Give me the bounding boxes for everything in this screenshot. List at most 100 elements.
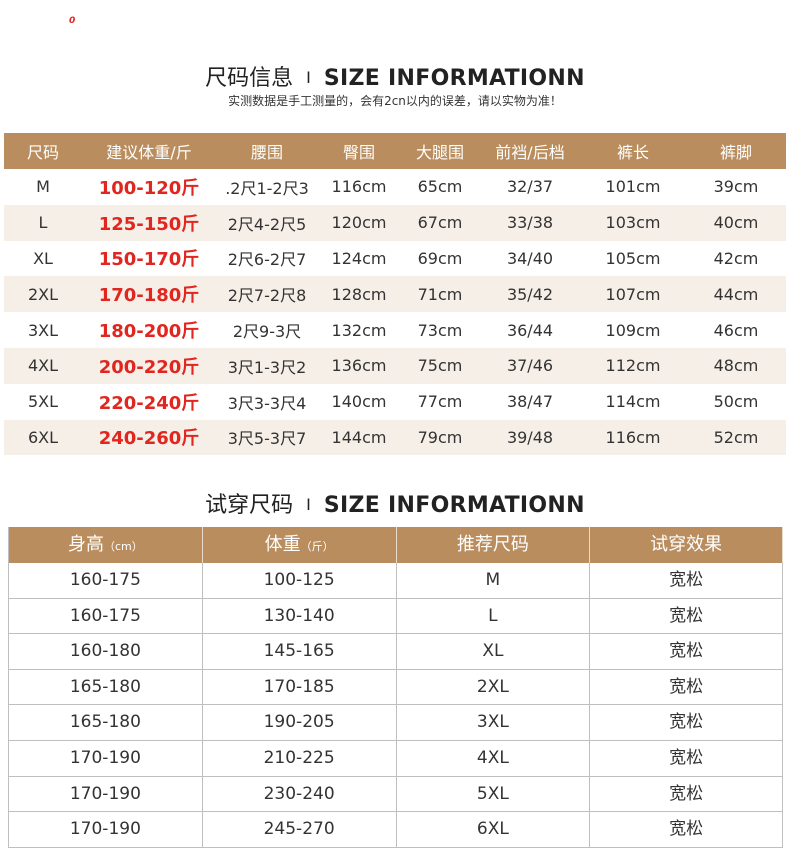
try-on-title: 试穿尺码 I SIZE INFORMATIONN [0,487,790,519]
size-info-title: 尺码信息 I SIZE INFORMATIONN [0,60,790,92]
size-chart-row: 6XL 240-260斤 3尺5-3尺7 144cm 79cm 39/48 116cm 52c… [4,419,786,456]
cell-rise: 38/47 [506,392,554,412]
cell-length: 105cm [605,248,661,268]
cell-fit-effect: 宽松 [590,812,783,847]
cell-fit-effect: 宽松 [590,563,783,598]
cell-thigh: 71cm [417,284,463,304]
cell-thigh: 79cm [417,427,463,447]
cell-leg-opening: 39cm [713,177,759,197]
size-chart-row: 5XL 220-240斤 3尺3-3尺4 140cm 77cm 38/47 114cm 50c… [4,384,786,420]
cell-height: 160-175 [9,598,203,634]
cell-leg-opening: 40cm [713,213,759,233]
cell-waist: 3尺3-3尺4 [227,393,307,413]
cell-size: 5XL [27,392,59,412]
try-on-row: 165-180 190-205 3XL 宽松 [9,705,783,741]
try-on-title-separator: I [306,495,311,514]
cell-height: 160-175 [9,563,203,598]
cell-rise: 36/44 [506,320,554,340]
cell-body-weight: 190-205 [203,705,397,740]
cell-fit-effect: 宽松 [590,740,783,776]
try-on-title-en: SIZE INFORMATIONN [323,493,585,518]
cell-size: 4XL [27,356,59,376]
cell-leg-opening: 44cm [713,284,759,304]
cell-fit-effect: 宽松 [590,598,783,634]
cell-height: 170-190 [9,776,203,812]
cell-length: 107cm [605,284,661,304]
cell-waist: .2尺1-2尺3 [225,178,309,198]
cell-rise: 34/40 [506,248,554,268]
cell-size: XL [33,248,53,268]
cell-leg-opening: 48cm [713,356,759,376]
cell-height: 170-190 [9,740,203,776]
cell-size: 2XL [27,284,59,304]
cell-hip: 140cm [331,392,387,412]
size-info-title-separator: I [306,68,311,87]
cell-weight: 125-150斤 [98,213,200,235]
cell-rise: 39/48 [506,427,554,447]
try-on-row: 170-190 245-270 6XL 宽松 [9,812,783,848]
cell-fit-effect: 宽松 [590,669,783,705]
cell-leg-opening: 46cm [713,320,759,340]
cell-hip: 120cm [331,213,387,233]
header-rise: 前裆/后档 [495,143,565,162]
cell-body-weight: 230-240 [203,776,397,812]
try-on-row: 160-180 145-165 XL 宽松 [9,634,783,670]
cell-recommended-size: 4XL [397,740,591,776]
header-body-weight-label: 体重 [264,534,301,555]
cell-waist: 2尺6-2尺7 [227,250,307,270]
header-weight: 建议体重/斤 [106,143,192,162]
size-chart-row: M 100-120斤 .2尺1-2尺3 116cm 65cm 32/37 101cm 39cm [4,169,786,205]
size-chart-row: 3XL 180-200斤 2尺9-3尺 132cm 73cm 36/44 109cm 46cm [4,312,786,348]
cell-length: 114cm [605,392,661,412]
header-leg-opening: 裤脚 [719,143,752,162]
try-on-title-cn: 试穿尺码 [205,493,294,518]
cell-thigh: 69cm [417,248,463,268]
cell-weight: 180-200斤 [98,321,200,343]
cell-height: 165-180 [9,705,203,740]
try-on-row: 170-190 210-225 4XL 宽松 [9,740,783,777]
cell-recommended-size: 3XL [397,705,591,740]
corner-mark: 0 [69,16,76,26]
header-body-weight-unit: （斤） [300,540,334,553]
cell-recommended-size: 2XL [397,669,591,705]
cell-height: 170-190 [9,812,203,847]
cell-leg-opening: 50cm [713,392,759,412]
cell-hip: 136cm [331,356,387,376]
cell-size: 6XL [27,427,59,447]
cell-recommended-size: M [397,563,591,598]
cell-body-weight: 210-225 [203,740,397,776]
size-info-title-en: SIZE INFORMATIONN [323,66,585,91]
cell-rise: 33/38 [506,213,554,233]
cell-body-weight: 245-270 [203,812,397,847]
try-on-row: 160-175 100-125 M 宽松 [9,563,783,599]
cell-rise: 32/37 [506,177,554,197]
cell-size: 3XL [27,320,59,340]
size-chart-row: 2XL 170-180斤 2尺7-2尺8 128cm 71cm 35/42 107cm 44c… [4,276,786,313]
try-on-table: 身高（cm） 体重（斤） 推荐尺码 试穿效果 160-175 100-125 M 宽松… [8,527,783,848]
cell-hip: 128cm [331,284,387,304]
cell-waist: 3尺1-3尺2 [227,357,307,377]
cell-leg-opening: 42cm [713,248,759,268]
cell-fit-effect: 宽松 [590,634,783,669]
cell-body-weight: 130-140 [203,598,397,634]
header-thigh: 大腿围 [415,143,464,162]
cell-weight: 150-170斤 [98,249,200,271]
size-chart-row: 4XL 200-220斤 3尺1-3尺2 136cm 75cm 37/46 112cm 48c… [4,347,786,384]
header-fit-effect-label: 试穿效果 [650,534,723,555]
cell-size: M [36,177,50,197]
cell-height: 165-180 [9,669,203,705]
cell-rise: 35/42 [506,284,554,304]
cell-height: 160-180 [9,634,203,669]
header-recommended-size: 推荐尺码 [397,527,591,563]
cell-recommended-size: 5XL [397,776,591,812]
cell-length: 101cm [605,177,661,197]
cell-waist: 2尺9-3尺 [232,322,302,342]
cell-length: 112cm [605,356,661,376]
size-chart-table: 尺码 建议体重/斤 腰围 臀围 大腿围 前裆/后档 裤长 裤脚 M 100-120… [4,133,786,456]
header-height-unit: （cm） [103,540,143,553]
size-chart-row: L 125-150斤 2尺4-2尺5 120cm 67cm 33/38 103cm 40cm [4,204,786,241]
header-fit-effect: 试穿效果 [590,527,783,563]
cell-weight: 200-220斤 [98,356,200,378]
header-height-label: 身高 [67,534,104,555]
cell-thigh: 75cm [417,356,463,376]
